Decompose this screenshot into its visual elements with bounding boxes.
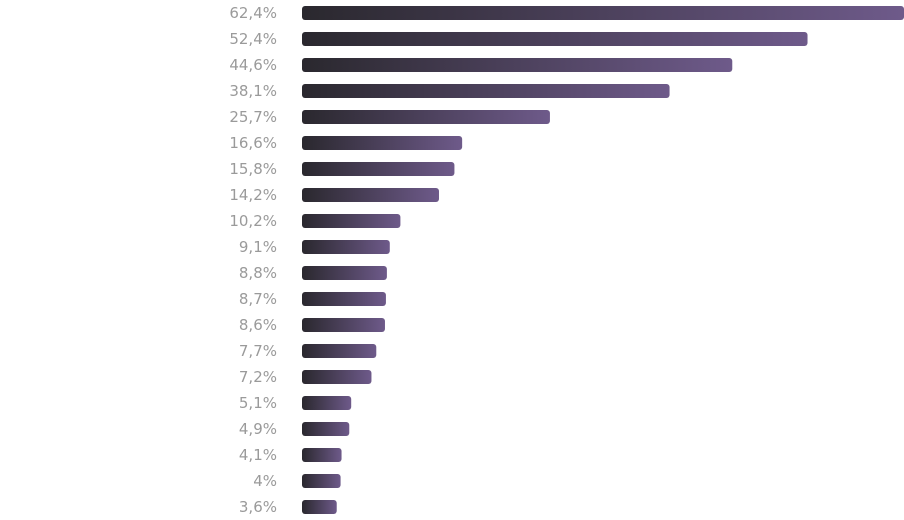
data-label: 4,1%	[239, 446, 277, 464]
bar	[302, 58, 733, 72]
data-label: 7,2%	[239, 368, 277, 386]
data-label: 5,1%	[239, 394, 277, 412]
bar	[302, 162, 455, 176]
data-label: 10,2%	[229, 212, 277, 230]
data-label: 38,1%	[229, 82, 277, 100]
data-label: 7,7%	[239, 342, 277, 360]
bar	[302, 110, 550, 124]
data-label: 44,6%	[229, 56, 277, 74]
data-label: 8,7%	[239, 290, 277, 308]
data-label: 4%	[253, 472, 277, 490]
bar-column	[302, 6, 904, 514]
data-label: 9,1%	[239, 238, 277, 256]
data-label: 8,6%	[239, 316, 277, 334]
bar	[302, 344, 377, 358]
bar	[302, 266, 387, 280]
bar	[302, 422, 350, 436]
bar	[302, 318, 385, 332]
data-label: 14,2%	[229, 186, 277, 204]
bar	[302, 448, 342, 462]
bar	[302, 188, 439, 202]
bar	[302, 84, 670, 98]
bar	[302, 240, 390, 254]
bar	[302, 32, 808, 46]
bar	[302, 6, 904, 20]
bar	[302, 474, 341, 488]
data-label: 3,6%	[239, 498, 277, 516]
data-label: 25,7%	[229, 108, 277, 126]
data-label: 4,9%	[239, 420, 277, 438]
data-label: 62,4%	[229, 4, 277, 22]
bar	[302, 396, 352, 410]
label-column: 62,4% 52,4% 44,6% 38,1% 25,7% 16,6% 15,8% 14,2%…	[229, 4, 277, 516]
bar	[302, 136, 463, 150]
bar	[302, 214, 401, 228]
data-label: 15,8%	[229, 160, 277, 178]
bar	[302, 370, 372, 384]
bar	[302, 500, 337, 514]
data-label: 52,4%	[229, 30, 277, 48]
data-label: 8,8%	[239, 264, 277, 282]
bar	[302, 292, 386, 306]
data-label: 16,6%	[229, 134, 277, 152]
